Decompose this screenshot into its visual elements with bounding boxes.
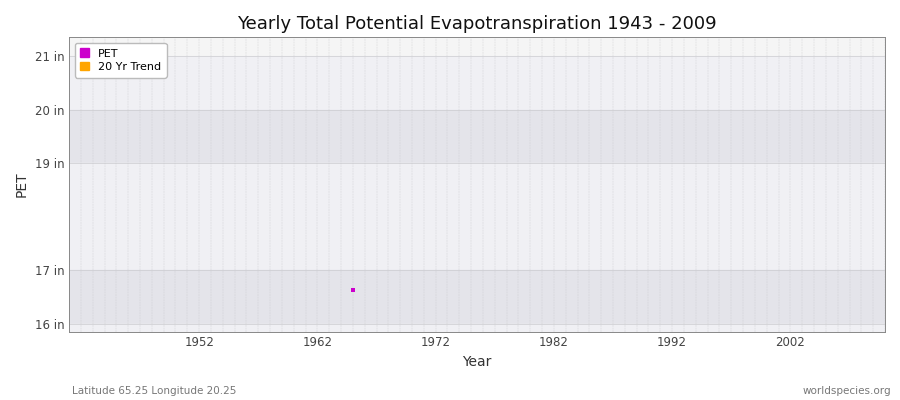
Bar [69,37,885,56]
Point [346,287,360,294]
Bar [69,110,885,163]
Bar [69,270,885,324]
Bar [69,56,885,110]
Legend: PET, 20 Yr Trend: PET, 20 Yr Trend [75,43,166,78]
Bar [69,163,885,270]
Point [86,69,100,75]
Y-axis label: PET: PET [15,172,29,197]
Bar [69,324,885,332]
X-axis label: Year: Year [463,355,491,369]
Text: Latitude 65.25 Longitude 20.25: Latitude 65.25 Longitude 20.25 [72,386,237,396]
Text: worldspecies.org: worldspecies.org [803,386,891,396]
Title: Yearly Total Potential Evapotranspiration 1943 - 2009: Yearly Total Potential Evapotranspiratio… [238,15,716,33]
